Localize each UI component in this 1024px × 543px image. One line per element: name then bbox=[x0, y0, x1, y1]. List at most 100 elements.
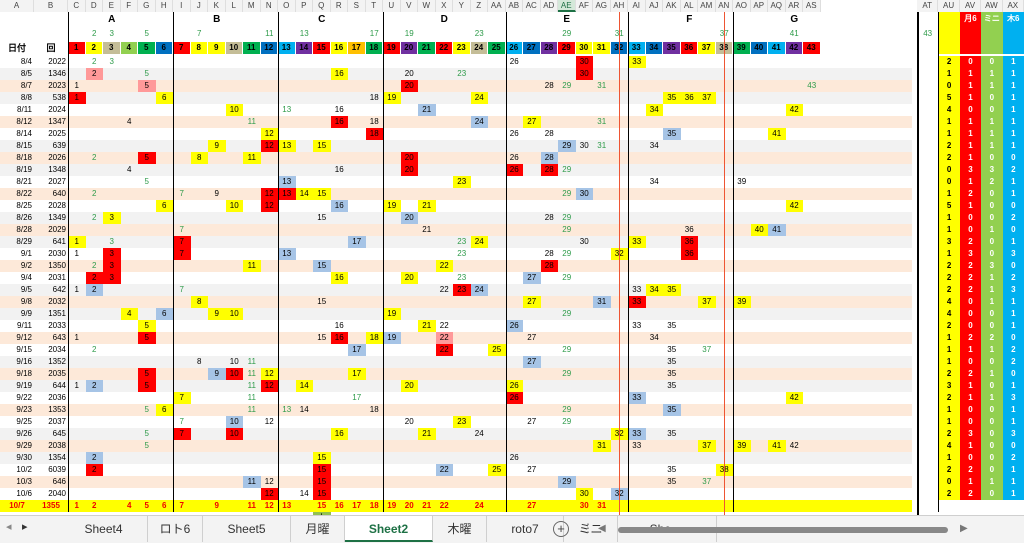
stat-cell[interactable]: 1 bbox=[1002, 380, 1024, 392]
number-cell[interactable]: 20 bbox=[404, 417, 414, 426]
round-cell[interactable]: 2033 bbox=[48, 321, 66, 330]
date-cell[interactable]: 9/1 bbox=[20, 249, 32, 258]
column-header[interactable]: R bbox=[330, 0, 348, 12]
number-cell[interactable]: 18 bbox=[369, 93, 379, 102]
number-cell[interactable]: 2 bbox=[92, 213, 97, 222]
tab-scroll-prev-button[interactable]: ◂ bbox=[6, 521, 12, 533]
number-cell[interactable]: 35 bbox=[667, 321, 677, 330]
number-cell[interactable]: 22 bbox=[435, 260, 453, 272]
round-cell[interactable]: 1354 bbox=[48, 453, 66, 462]
stat-cell[interactable]: 1 bbox=[1002, 476, 1024, 488]
number-header-cell[interactable]: 36 bbox=[680, 42, 698, 54]
number-cell[interactable]: 34 bbox=[649, 141, 659, 150]
number-header-cell[interactable]: 13 bbox=[278, 42, 296, 54]
number-cell[interactable]: 1 bbox=[74, 333, 79, 342]
number-cell[interactable]: 13 bbox=[278, 140, 296, 152]
number-header-cell[interactable]: 6 bbox=[155, 42, 173, 54]
tab-1[interactable]: ロト6 bbox=[148, 516, 203, 542]
column-header[interactable]: X bbox=[435, 0, 453, 12]
stat-header[interactable] bbox=[938, 12, 960, 54]
number-cell[interactable]: 5 bbox=[138, 320, 156, 332]
number-cell[interactable]: 12 bbox=[260, 380, 278, 392]
stat-cell[interactable]: 1 bbox=[981, 392, 1003, 404]
stat-cell[interactable]: 2 bbox=[938, 140, 960, 152]
number-cell[interactable]: 11 bbox=[247, 381, 256, 390]
number-cell[interactable]: 2 bbox=[85, 464, 103, 476]
date-cell[interactable]: 8/5 bbox=[20, 69, 32, 78]
number-cell[interactable]: 26 bbox=[509, 57, 519, 66]
number-cell[interactable]: 20 bbox=[400, 380, 418, 392]
number-cell[interactable]: 18 bbox=[369, 405, 379, 414]
number-cell[interactable]: 40 bbox=[750, 224, 768, 236]
stat-cell[interactable]: 1 bbox=[938, 452, 960, 464]
stat-cell[interactable]: 2 bbox=[959, 488, 982, 500]
stat-cell[interactable]: 0 bbox=[981, 212, 1003, 224]
number-cell[interactable]: 2 bbox=[85, 452, 103, 464]
stat-cell[interactable]: 2 bbox=[981, 176, 1003, 188]
number-header-cell[interactable]: 33 bbox=[628, 42, 646, 54]
number-cell[interactable]: 33 bbox=[628, 392, 646, 404]
stat-cell[interactable]: 0 bbox=[981, 416, 1003, 428]
column-header[interactable]: A bbox=[0, 0, 34, 12]
number-cell[interactable]: 29 bbox=[562, 273, 572, 282]
number-cell[interactable]: 6 bbox=[155, 308, 173, 320]
number-header-cell[interactable]: 29 bbox=[558, 42, 576, 54]
date-cell[interactable]: 8/26 bbox=[16, 213, 32, 222]
number-cell[interactable]: 19 bbox=[383, 200, 401, 212]
number-header-cell[interactable]: 5 bbox=[138, 42, 156, 54]
stat-cell[interactable]: 0 bbox=[1002, 332, 1024, 344]
column-header[interactable]: F bbox=[120, 0, 138, 12]
stat-cell[interactable]: 1 bbox=[1002, 68, 1024, 80]
round-cell[interactable]: 2030 bbox=[48, 249, 66, 258]
column-header[interactable]: B bbox=[34, 0, 68, 12]
round-cell[interactable]: 1349 bbox=[48, 213, 66, 222]
stat-cell[interactable]: 1 bbox=[981, 116, 1003, 128]
stat-cell[interactable]: 1 bbox=[959, 392, 982, 404]
number-cell[interactable]: 33 bbox=[628, 296, 646, 308]
scroll-left-icon[interactable]: ◀ bbox=[598, 523, 606, 534]
tab-2[interactable]: Sheet5 bbox=[203, 516, 291, 542]
round-cell[interactable]: 639 bbox=[52, 141, 66, 150]
round-cell[interactable]: 2027 bbox=[48, 177, 66, 186]
number-cell[interactable]: 34 bbox=[645, 284, 663, 296]
number-cell[interactable]: 7 bbox=[173, 236, 191, 248]
number-cell[interactable]: 14 bbox=[295, 188, 313, 200]
number-header-cell[interactable]: 12 bbox=[260, 42, 278, 54]
stat-cell[interactable]: 1 bbox=[1002, 116, 1024, 128]
number-cell[interactable]: 26 bbox=[505, 380, 523, 392]
number-cell[interactable]: 29 bbox=[562, 213, 572, 222]
number-cell[interactable]: 26 bbox=[509, 129, 519, 138]
stat-cell[interactable]: 1 bbox=[1002, 308, 1024, 320]
number-cell[interactable]: 31 bbox=[597, 117, 607, 126]
number-header-cell[interactable]: 9 bbox=[208, 42, 226, 54]
more-options-icon[interactable]: ⋮ bbox=[582, 521, 594, 535]
column-header[interactable]: S bbox=[348, 0, 366, 12]
number-cell[interactable]: 28 bbox=[544, 213, 554, 222]
number-cell[interactable]: 10 bbox=[225, 428, 243, 440]
stat-cell[interactable]: 0 bbox=[981, 236, 1003, 248]
stat-cell[interactable]: 1 bbox=[981, 140, 1003, 152]
stat-cell[interactable]: 1 bbox=[959, 140, 982, 152]
number-cell[interactable]: 33 bbox=[632, 285, 642, 294]
round-cell[interactable]: 646 bbox=[52, 477, 66, 486]
number-cell[interactable]: 15 bbox=[313, 452, 331, 464]
stat-cell[interactable]: 1 bbox=[938, 404, 960, 416]
column-header[interactable]: K bbox=[208, 0, 226, 12]
stat-cell[interactable]: 1 bbox=[981, 224, 1003, 236]
number-header-cell[interactable]: 21 bbox=[418, 42, 436, 54]
stat-cell[interactable]: 1 bbox=[1002, 80, 1024, 92]
number-cell[interactable]: 2 bbox=[92, 57, 97, 66]
number-cell[interactable]: 35 bbox=[663, 404, 681, 416]
scrollbar-thumb[interactable] bbox=[618, 527, 948, 533]
number-cell[interactable]: 35 bbox=[663, 92, 681, 104]
number-header-cell[interactable]: 42 bbox=[785, 42, 803, 54]
round-cell[interactable]: 1347 bbox=[48, 117, 66, 126]
number-cell[interactable]: 10 bbox=[225, 416, 243, 428]
number-cell[interactable]: 24 bbox=[470, 284, 488, 296]
stat-cell[interactable]: 1 bbox=[959, 440, 982, 452]
column-header[interactable]: AK bbox=[663, 0, 681, 12]
stat-cell[interactable]: 1 bbox=[981, 272, 1003, 284]
column-header[interactable]: AJ bbox=[645, 0, 663, 12]
number-cell[interactable]: 30 bbox=[579, 141, 589, 150]
number-cell[interactable]: 17 bbox=[348, 368, 366, 380]
